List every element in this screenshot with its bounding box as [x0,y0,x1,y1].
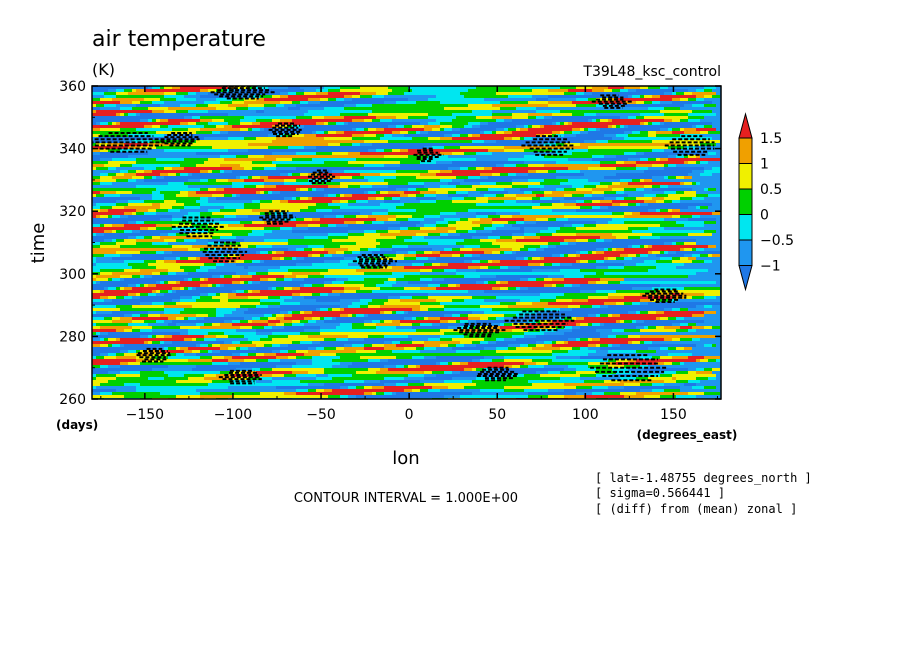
x-tick-label: −100 [214,407,252,423]
x-tick-label: 100 [572,407,599,423]
annotation-sigma: [ sigma=0.566441 ] [595,486,725,500]
y-tick-label: 280 [59,329,86,345]
y-units: (days) [56,418,98,432]
annotation-lat: [ lat=-1.48755 degrees_north ] [595,471,812,485]
colorbar-segment [738,163,753,190]
heatmap-field [92,86,721,399]
x-tick-label: 50 [488,407,506,423]
colorbar-label: −0.5 [760,233,794,249]
x-axis: −150 −100 −50 0 50 100 150 [100,86,718,423]
y-tick-label: 340 [59,142,86,158]
colorbar-label: 1.5 [760,131,782,147]
colorbar-label: 0 [760,208,769,224]
colorbar-label: 0.5 [760,182,782,198]
colorbar-top-arrow [738,112,753,139]
y-axis: 260 280 300 320 340 360 [59,79,721,408]
annotation-diff: [ (diff) from (mean) zonal ] [595,502,797,516]
colorbar: −1 −0.5 0 0.5 1 1.5 [738,112,794,292]
y-tick-label: 300 [59,267,86,283]
chart-title: air temperature [92,27,266,52]
colorbar-segment [738,214,753,241]
chart-units: (K) [92,60,115,79]
y-tick-label: 360 [59,79,86,95]
colorbar-segment [738,137,753,164]
y-tick-label: 260 [59,392,86,408]
x-units: (degrees_east) [637,428,738,443]
colorbar-segment [738,239,753,266]
low-value-hatching [92,86,715,385]
x-tick-label: 0 [405,407,414,423]
x-tick-label: 150 [660,407,687,423]
contour-interval: CONTOUR INTERVAL = 1.000E+00 [294,491,518,506]
x-tick-label: −150 [126,407,164,423]
colorbar-bottom-arrow [738,265,753,292]
colorbar-label: 1 [760,157,769,173]
x-axis-label: lon [392,448,419,469]
x-tick-label: −50 [306,407,336,423]
run-label: T39L48_ksc_control [582,64,721,80]
y-axis-label: time [28,223,49,264]
colorbar-label: −1 [760,259,781,275]
colorbar-segment [738,188,753,215]
y-tick-label: 320 [59,204,86,220]
